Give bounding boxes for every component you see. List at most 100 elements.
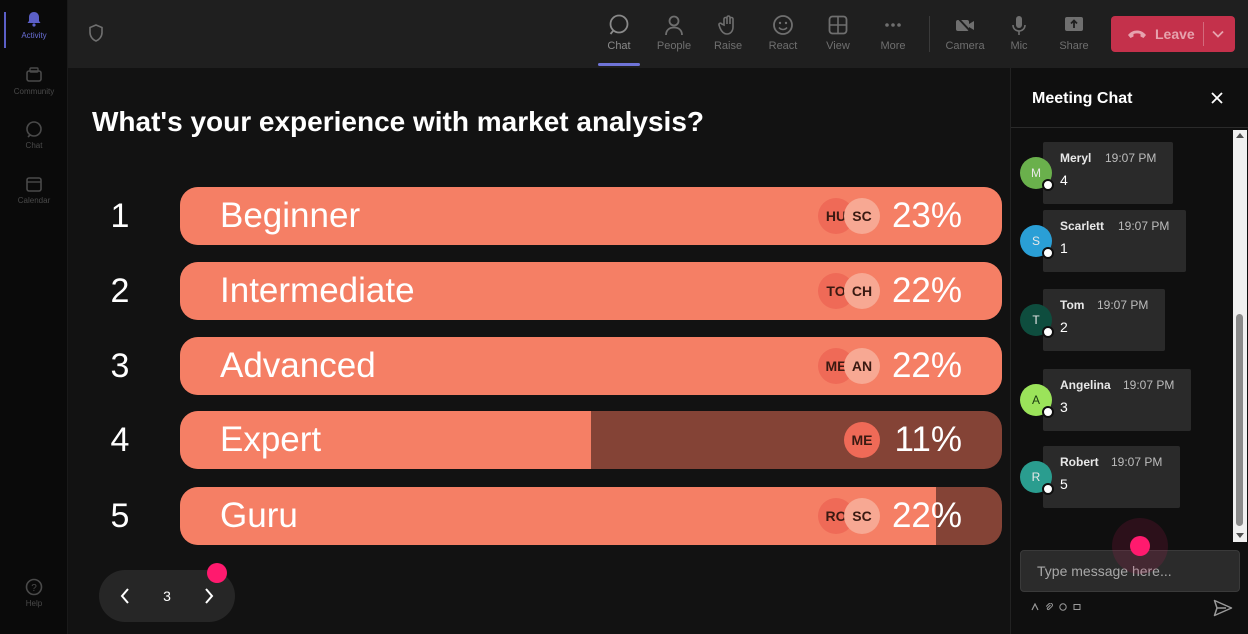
ellipsis-icon (885, 23, 901, 27)
rail-item-label: Activity (21, 31, 47, 40)
chat-message[interactable]: Meryl 19:07 PM 4 (1043, 142, 1173, 204)
option-label: Advanced (220, 346, 376, 385)
poll-option-bar[interactable]: Intermediate TO CH 22% (180, 262, 1002, 320)
presence-indicator (1042, 247, 1054, 259)
camera-off-icon (956, 16, 974, 35)
option-number: 1 (110, 197, 130, 235)
rail-item-activity[interactable]: Activity (0, 10, 68, 48)
option-number: 2 (110, 272, 130, 310)
app-rail: Activity Community Chat Calendar ? Help (0, 0, 68, 634)
toolbar-mic-button[interactable]: Mic (993, 8, 1045, 64)
poll-question: What's your experience with market analy… (92, 106, 704, 137)
calendar-icon (26, 177, 42, 192)
mic-icon (1012, 16, 1026, 35)
chevron-right-icon[interactable] (199, 585, 219, 607)
poll-option-fill (180, 411, 591, 469)
voter-avatar: SC (844, 198, 880, 234)
toolbar-react-button[interactable]: React (757, 8, 809, 64)
option-number: 5 (110, 497, 130, 535)
toolbar-more-button[interactable]: More (867, 8, 919, 64)
bell-icon (27, 12, 41, 27)
message-time: 19:07 PM (1105, 151, 1157, 165)
scroll-down-icon[interactable] (1236, 531, 1244, 539)
share-icon (1065, 17, 1083, 31)
person-icon (665, 15, 683, 36)
leave-label: Leave (1155, 26, 1195, 42)
avatar-initial: M (1031, 166, 1041, 180)
rail-item-community[interactable]: Community (0, 66, 68, 96)
sender-avatar[interactable]: S (1020, 225, 1054, 259)
message-time: 19:07 PM (1123, 378, 1175, 392)
shield-icon[interactable] (88, 24, 104, 42)
toolbar-share-button[interactable]: Share (1048, 8, 1100, 64)
chat-icon (26, 121, 42, 138)
message-text: 5 (1060, 476, 1068, 492)
emoji-icon[interactable] (1059, 603, 1067, 611)
poll-option-bar[interactable]: Beginner HU SC 23% (180, 187, 1002, 245)
rail-item-help[interactable]: ? Help (0, 578, 68, 608)
rail-item-label: Help (25, 599, 43, 608)
toolbar-view-button[interactable]: View (812, 8, 864, 64)
chat-divider (1011, 127, 1248, 128)
sender-avatar[interactable]: M (1020, 157, 1054, 191)
close-icon[interactable] (1209, 90, 1225, 106)
rail-item-label: Calendar (17, 196, 51, 205)
toolbar-people-button[interactable]: People (648, 8, 700, 64)
avatar-initial: R (1031, 470, 1041, 484)
svg-text:?: ? (31, 583, 37, 594)
chat-message-input[interactable] (1020, 550, 1240, 592)
message-text: 1 (1060, 240, 1068, 256)
sender-avatar[interactable]: T (1020, 304, 1054, 338)
message-sender: Robert (1060, 455, 1099, 469)
meeting-chat-panel: Meeting Chat Meryl 19:07 PM 4 M Scarlett 19:0… (1010, 68, 1248, 634)
send-icon[interactable] (1213, 599, 1233, 617)
message-sender: Meryl (1060, 151, 1092, 165)
poll-option-bar[interactable]: Expert ME 11% (180, 411, 1002, 469)
gif-icon[interactable] (1073, 603, 1081, 611)
chat-message[interactable]: Tom 19:07 PM 2 (1043, 289, 1165, 351)
chat-icon (609, 14, 629, 35)
scroll-up-icon[interactable] (1236, 132, 1244, 140)
sender-avatar[interactable]: R (1020, 461, 1054, 495)
toolbar-chat-button[interactable]: Chat (593, 8, 645, 66)
toolbar-camera-button[interactable]: Camera (939, 8, 991, 64)
rail-item-calendar[interactable]: Calendar (0, 175, 68, 205)
message-time: 19:07 PM (1118, 219, 1170, 233)
leave-button[interactable]: Leave (1111, 16, 1235, 52)
chat-message[interactable]: Angelina 19:07 PM 3 (1043, 369, 1191, 431)
option-percent: 11% (894, 420, 962, 459)
format-icon[interactable] (1031, 603, 1039, 611)
chat-message[interactable]: Scarlett 19:07 PM 1 (1043, 210, 1186, 272)
toolbar-raise-button[interactable]: Raise (702, 8, 754, 64)
voter-avatar: AN (844, 348, 880, 384)
sender-avatar[interactable]: A (1020, 384, 1054, 418)
scrollbar-thumb[interactable] (1236, 314, 1243, 526)
poll-option-bar[interactable]: Guru RO SC 22% (180, 487, 1002, 545)
attach-icon[interactable] (1045, 603, 1053, 611)
cursor-indicator (207, 563, 227, 583)
option-percent: 23% (891, 196, 962, 235)
poll-option-fill (180, 487, 937, 545)
presence-indicator (1042, 483, 1054, 495)
option-percent: 22% (891, 271, 962, 310)
presence-indicator (1042, 179, 1054, 191)
page-number: 3 (163, 588, 171, 604)
poll-option-bar[interactable]: Advanced ME AN 22% (180, 337, 1002, 395)
message-sender: Angelina (1060, 378, 1111, 392)
rail-item-chat[interactable]: Chat (0, 120, 68, 150)
chevron-down-icon[interactable] (1211, 27, 1225, 41)
rail-item-label: Chat (25, 141, 43, 150)
chat-message[interactable]: Robert 19:07 PM 5 (1043, 446, 1180, 508)
message-text: 2 (1060, 319, 1068, 335)
chat-scrollbar[interactable] (1233, 130, 1247, 542)
option-label: Beginner (220, 196, 361, 235)
community-icon (26, 67, 42, 82)
voter-avatar: ME (844, 422, 880, 458)
grid-icon (828, 15, 848, 35)
message-time: 19:07 PM (1097, 298, 1149, 312)
chevron-left-icon[interactable] (115, 585, 135, 607)
cursor-indicator (1130, 536, 1150, 556)
avatar-initial: T (1032, 313, 1040, 327)
presence-indicator (1042, 326, 1054, 338)
avatar-initial: S (1031, 234, 1040, 248)
